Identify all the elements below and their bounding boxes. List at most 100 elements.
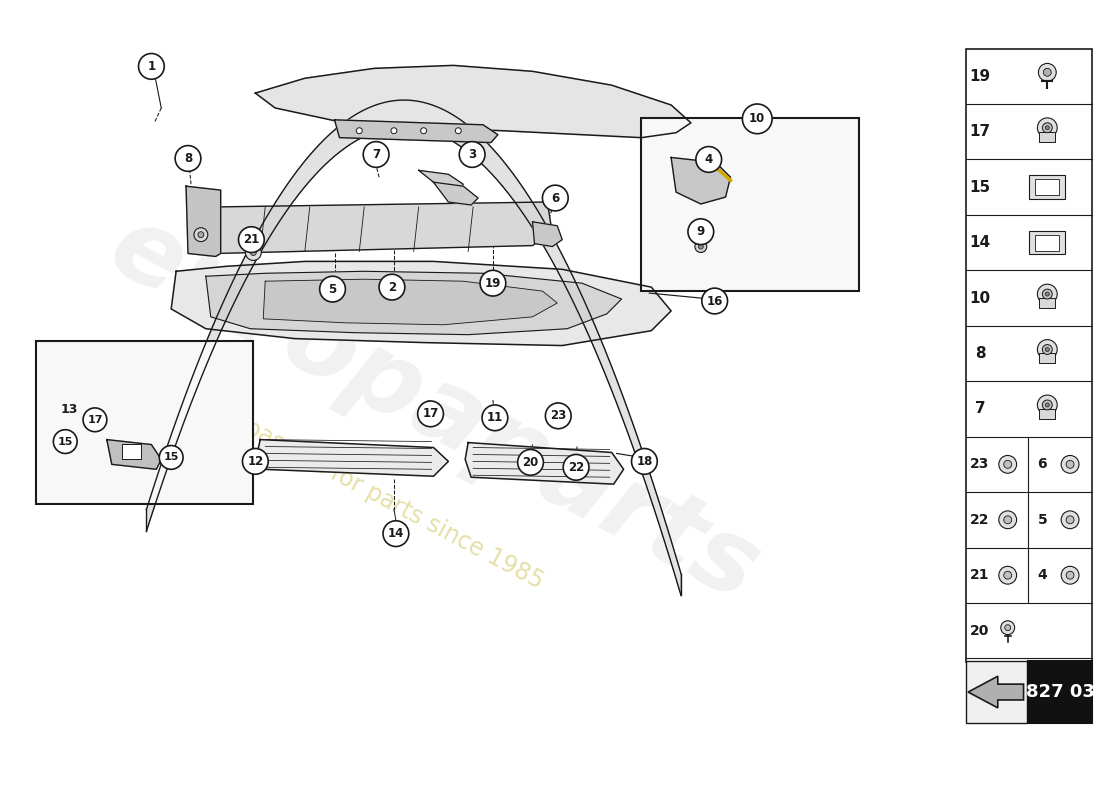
Polygon shape [532,222,562,246]
Circle shape [999,511,1016,529]
Bar [966,49,1092,662]
Polygon shape [465,442,624,484]
Bar [1040,132,1055,142]
Text: 2: 2 [388,281,396,294]
Circle shape [455,128,461,134]
Circle shape [1037,340,1057,359]
Text: 4: 4 [705,153,713,166]
Bar [966,662,1026,722]
Bar [122,443,142,459]
Text: 14: 14 [969,235,990,250]
Circle shape [695,241,707,253]
Circle shape [999,455,1016,474]
Text: 22: 22 [970,513,990,526]
Bar [1035,179,1059,195]
Text: 17: 17 [87,414,102,425]
Text: 6: 6 [1037,458,1047,471]
Polygon shape [671,158,730,204]
Circle shape [320,276,345,302]
Text: 19: 19 [969,69,990,84]
Bar [1030,175,1065,199]
Circle shape [390,128,397,134]
Circle shape [198,232,204,238]
Text: 1: 1 [147,60,155,73]
Polygon shape [172,262,671,346]
Text: 13: 13 [60,403,78,416]
Polygon shape [146,100,681,595]
Circle shape [1043,68,1052,76]
Text: 7: 7 [975,402,986,417]
Circle shape [542,185,569,211]
Bar [1030,230,1065,254]
Circle shape [84,408,107,432]
Circle shape [563,454,589,480]
Circle shape [546,403,571,429]
Polygon shape [216,202,552,254]
Text: 5: 5 [1037,513,1047,526]
Text: 4: 4 [1037,568,1047,582]
Circle shape [1037,284,1057,304]
Text: 15: 15 [57,437,73,446]
Text: 18: 18 [636,455,652,468]
Circle shape [379,274,405,300]
Circle shape [54,430,77,454]
Circle shape [1003,460,1012,468]
Circle shape [139,54,164,79]
Circle shape [1043,123,1053,133]
Circle shape [1045,292,1049,296]
Circle shape [1043,289,1053,299]
Text: 3: 3 [469,148,476,161]
Circle shape [1004,625,1011,630]
Text: 10: 10 [749,112,766,126]
Bar [1040,298,1055,308]
Text: 21: 21 [970,568,990,582]
Bar [1028,662,1092,722]
Circle shape [418,401,443,426]
Circle shape [460,142,485,167]
Bar [641,118,859,291]
Text: 11: 11 [487,411,503,424]
Polygon shape [255,66,691,138]
Text: 14: 14 [387,527,404,540]
Polygon shape [206,271,622,334]
Text: 15: 15 [969,180,990,194]
Circle shape [1001,621,1014,634]
Text: 8: 8 [184,152,192,165]
Polygon shape [107,439,162,470]
Circle shape [1045,347,1049,351]
Circle shape [242,449,268,474]
Polygon shape [263,279,558,325]
Circle shape [1045,126,1049,130]
Text: 19: 19 [485,277,502,290]
Circle shape [1038,63,1056,82]
Circle shape [480,270,506,296]
Circle shape [1037,395,1057,415]
Circle shape [1066,571,1074,579]
Text: 23: 23 [550,410,566,422]
Circle shape [999,566,1016,584]
Circle shape [482,405,508,430]
Text: 20: 20 [522,456,539,469]
Circle shape [1037,118,1057,138]
Bar [1040,409,1055,419]
Circle shape [1066,516,1074,524]
Circle shape [251,250,256,255]
Bar [35,341,253,504]
Polygon shape [186,186,221,257]
Text: 17: 17 [422,407,439,420]
Circle shape [194,228,208,242]
Text: 5: 5 [329,282,337,296]
Polygon shape [433,182,478,205]
Circle shape [239,226,264,253]
Circle shape [696,146,722,172]
Text: europaparts: europaparts [91,196,776,623]
Polygon shape [257,439,449,476]
Circle shape [1003,571,1012,579]
Text: 16: 16 [706,294,723,307]
Text: 10: 10 [969,290,990,306]
Text: a passion for parts since 1985: a passion for parts since 1985 [221,405,548,594]
Text: 6: 6 [551,191,560,205]
Polygon shape [419,170,463,192]
Text: 7: 7 [372,148,381,161]
Text: 17: 17 [969,124,990,139]
